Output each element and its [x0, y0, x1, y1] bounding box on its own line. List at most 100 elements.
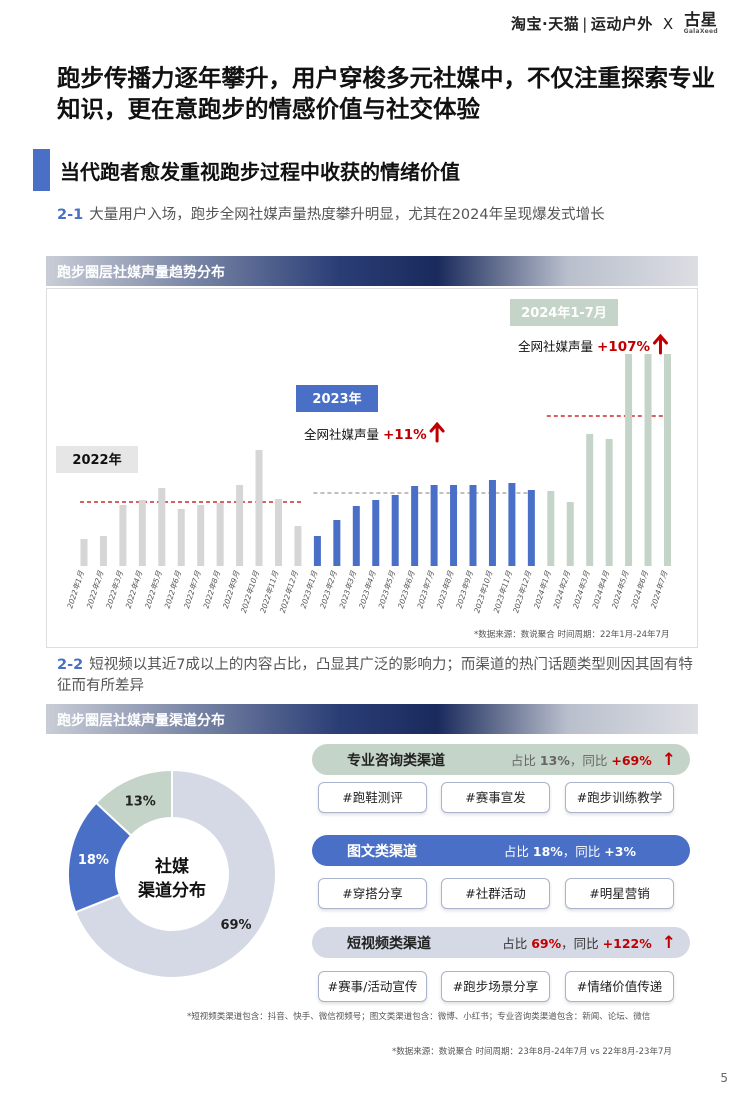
bar-2022年10月 — [255, 450, 263, 566]
channel-footnote: *短视频类渠道包含：抖音、快手、微信视频号；图文类渠道包含：微博、小红书；专业咨… — [187, 1012, 651, 1022]
bar-2024年4月 — [605, 439, 613, 566]
brand-platform: 淘宝·天猫 — [511, 15, 580, 33]
year-box-2 — [510, 299, 618, 326]
arrow-up-icon: ↑ — [661, 932, 676, 953]
logo-main: 古星 — [684, 10, 718, 29]
brand-divider: | — [582, 14, 588, 33]
bar-2023年4月 — [372, 500, 380, 566]
bar-2023年6月 — [411, 486, 419, 566]
brand-cross: X — [662, 14, 674, 33]
bar-2022年3月 — [119, 505, 127, 566]
year-box-0 — [56, 446, 138, 473]
x-tick-label: 2023年12月 — [511, 569, 533, 614]
x-tick-label: 2023年11月 — [492, 569, 514, 614]
year-label: 2022年 — [72, 452, 121, 468]
bar-2023年8月 — [450, 485, 458, 566]
x-tick-label: 2023年6月 — [396, 569, 417, 609]
channel-name: 图文类渠道 — [347, 843, 417, 860]
x-tick-label: 2022年9月 — [221, 569, 242, 609]
x-tick-label: 2023年3月 — [338, 569, 359, 609]
bar-2022年4月 — [138, 500, 146, 566]
bar-2022年9月 — [236, 485, 244, 566]
bar-2022年7月 — [197, 505, 205, 566]
bar-2023年5月 — [391, 495, 399, 566]
year-label: 2024年1-7月 — [521, 305, 607, 321]
channel-stat: 占比 18%，同比 +3% — [503, 844, 636, 859]
x-tick-label: 2022年1月 — [65, 569, 86, 609]
tag-professional-2: #赛事宣发 — [441, 782, 550, 813]
brand-header: 淘宝·天猫 | 运动户外 X 古星 GalaXeed — [511, 12, 718, 35]
x-tick-label: 2022年11月 — [258, 569, 280, 614]
channel-donut-chart: 69% 18% 13% 社媒 渠道分布 — [67, 768, 277, 979]
channel-share: 18% — [532, 844, 563, 859]
bar-2024年5月 — [625, 354, 633, 566]
tag-image-text-2: #社群活动 — [441, 878, 550, 909]
x-tick-label: 2024年6月 — [629, 569, 650, 609]
subsection-text: 大量用户入场，跑步全网社媒声量热度攀升明显，尤其在2024年呈现爆发式增长 — [89, 207, 605, 223]
x-tick-label: 2022年5月 — [143, 569, 164, 609]
x-tick-label: 2024年4月 — [590, 569, 611, 609]
bar-2024年7月 — [664, 354, 671, 566]
tag-professional-3: #跑步训练教学 — [565, 782, 674, 813]
subsection-2-2: 2-2 短视频以其近7成以上的内容占比，凸显其广泛的影响力；而渠道的热门话题类型则… — [57, 655, 697, 697]
donut-center-line1: 社媒 — [154, 856, 190, 877]
x-tick-label: 2024年3月 — [571, 569, 592, 609]
section-accent-bar — [33, 149, 50, 191]
channel-name: 短视频类渠道 — [347, 935, 431, 952]
bar-2023年3月 — [352, 506, 360, 566]
channel-name: 专业咨询类渠道 — [347, 752, 445, 769]
tag-short-video-3: #情绪价值传递 — [565, 971, 674, 1002]
galaxeed-logo: 古星 GalaXeed — [684, 12, 718, 35]
x-tick-label: 2022年6月 — [163, 569, 184, 609]
channel-panel-title: 跑步圈层社媒声量渠道分布 — [46, 704, 698, 734]
section-title: 当代跑者愈发重视跑步过程中收获的情绪价值 — [60, 160, 460, 184]
logo-sub: GalaXeed — [683, 28, 718, 35]
year-label: 2023年 — [312, 391, 361, 407]
channel-stat: 占比 69%，同比 +122% — [502, 936, 652, 951]
trend-chart-frame — [46, 288, 698, 648]
x-tick-label: 2023年8月 — [435, 569, 456, 609]
bar-2022年12月 — [294, 526, 302, 566]
bar-2024年3月 — [586, 434, 594, 566]
channel-share: 69% — [531, 936, 562, 951]
x-tick-label: 2023年5月 — [377, 569, 398, 609]
channel-stat: 占比 13%，同比 +69% — [510, 753, 652, 768]
trend-bar-chart: 2022年1月2022年2月2022年3月2022年4月2022年5月2022年… — [56, 299, 672, 614]
x-tick-label: 2023年7月 — [415, 569, 436, 609]
x-tick-label: 2023年4月 — [357, 569, 378, 609]
bar-2022年8月 — [216, 503, 224, 566]
bar-2022年1月 — [80, 539, 88, 566]
channel-share: 13% — [539, 753, 570, 768]
channel-yoy: +122% — [602, 936, 652, 951]
bar-2023年11月 — [508, 483, 516, 566]
source-footnote: *数据来源：数说聚合 时间周期：23年8月-24年7月 vs 22年8月-23年… — [392, 1047, 672, 1057]
donut-label-0: 69% — [220, 918, 251, 933]
annotation-2023: 全网社媒声量 +11% — [304, 427, 427, 443]
bar-2023年10月 — [488, 480, 496, 566]
subsection-number: 2-1 — [57, 207, 84, 223]
chart-source-note: *数据来源：数说聚合 时间周期：22年1月-24年7月 — [474, 630, 670, 640]
donut-center-line2: 渠道分布 — [137, 880, 206, 901]
page-number: 5 — [720, 1071, 728, 1085]
brand-category: 运动户外 — [590, 15, 653, 33]
bar-2023年9月 — [469, 485, 477, 566]
x-tick-label: 2023年1月 — [299, 569, 320, 609]
x-tick-label: 2022年2月 — [85, 569, 106, 609]
bar-2023年7月 — [430, 485, 438, 566]
x-tick-label: 2022年12月 — [278, 569, 300, 614]
arrow-up-icon: ↑ — [661, 749, 676, 770]
donut-slice-0 — [74, 768, 277, 979]
donut-label-2: 13% — [125, 795, 156, 810]
bar-2023年12月 — [527, 490, 535, 566]
bar-2024年6月 — [644, 354, 652, 566]
channel-image-text: 图文类渠道 占比 18%，同比 +3% — [312, 835, 690, 866]
tag-professional-1: #跑鞋测评 — [318, 782, 427, 813]
tag-image-text-3: #明星营销 — [565, 878, 674, 909]
subsection-2-1: 2-1 大量用户入场，跑步全网社媒声量热度攀升明显，尤其在2024年呈现爆发式增长 — [57, 205, 605, 226]
x-tick-label: 2024年1月 — [532, 569, 553, 609]
bar-2022年5月 — [158, 488, 166, 566]
donut-slice-2 — [94, 768, 173, 838]
x-tick-label: 2023年2月 — [318, 569, 339, 609]
bar-2024年2月 — [566, 502, 574, 566]
tag-short-video-2: #跑步场景分享 — [441, 971, 550, 1002]
